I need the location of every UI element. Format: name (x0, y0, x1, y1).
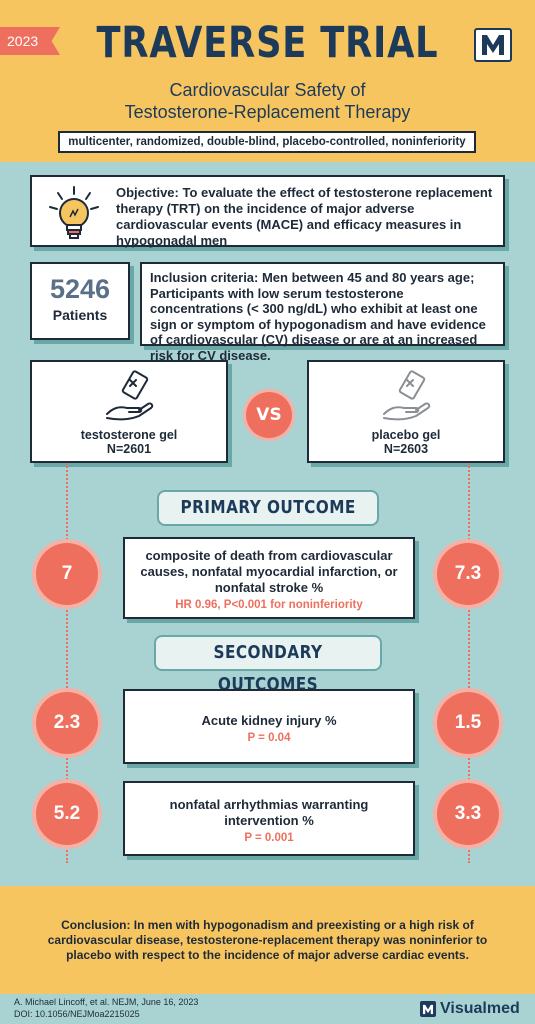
page-title: TRAVERSE TRIAL (96, 18, 439, 68)
treatment-arm-card: testosterone gel N=2601 (30, 360, 228, 463)
subtitle-line-1: Cardiovascular Safety of (169, 80, 366, 100)
conclusion-banner: Conclusion: In men with hypogonadism and… (0, 886, 535, 994)
conclusion-text: Conclusion: In men with hypogonadism and… (47, 918, 488, 962)
brand-logo: Visualmed (420, 999, 520, 1019)
primary-outcome-title: composite of death from cardiovascular c… (140, 548, 398, 595)
secondary-outcome-2-stat: P = 0.001 (244, 832, 294, 844)
secondary-outcome-card-2: nonfatal arrhythmias warranting interven… (123, 781, 415, 856)
trial-design: multicenter, randomized, double-blind, p… (58, 131, 476, 153)
treatment-connector (66, 463, 68, 863)
secondary-outcome-1-title: Acute kidney injury % (201, 713, 337, 728)
subtitle-line-2: Testosterone-Replacement Therapy (124, 102, 411, 122)
year-tag: 2023 (0, 27, 60, 55)
placebo-arm-name: placebo gel (371, 428, 441, 442)
placebo-connector (468, 463, 470, 863)
primary-outcome-heading-text: PRIMARY OUTCOME (180, 497, 356, 518)
citation: A. Michael Lincoff, et al. NEJM, June 16… (14, 996, 198, 1020)
primary-treatment-value: 7 (36, 543, 98, 605)
gel-in-hand-icon (106, 370, 154, 421)
objective-card: Objective: To evaluate the effect of tes… (30, 175, 505, 248)
primary-placebo-value: 7.3 (437, 543, 499, 605)
gel-in-hand-icon (383, 370, 431, 421)
subtitle: Cardiovascular Safety of Testosterone-Re… (0, 79, 535, 123)
objective-text: Objective: To evaluate the effect of tes… (116, 185, 493, 248)
header-banner: 2023 TRAVERSE TRIAL Cardiovascular Safet… (0, 0, 535, 162)
secondary-outcomes-heading: SECONDARY OUTCOMES (154, 635, 382, 695)
patient-count: 5246 (49, 274, 111, 304)
treatment-arm-name: testosterone gel (80, 428, 178, 442)
primary-outcome-heading: PRIMARY OUTCOME (157, 490, 379, 526)
secondary-outcome-2-title: nonfatal arrhythmias warranting interven… (169, 797, 369, 828)
m-logo-icon (474, 28, 512, 62)
patients-card: 5246 Patients (30, 262, 130, 340)
citation-line-1: A. Michael Lincoff, et al. NEJM, June 16… (14, 997, 199, 1007)
primary-outcome-stat: HR 0.96, P<0.001 for noninferiority (175, 599, 363, 611)
inclusion-text: Inclusion criteria: Men between 45 and 8… (150, 270, 486, 363)
secondary-1-placebo-value: 1.5 (437, 692, 499, 754)
placebo-arm-n: N=2603 (383, 442, 429, 456)
patient-label: Patients (52, 307, 108, 323)
primary-outcome-card: composite of death from cardiovascular c… (123, 537, 415, 619)
citation-doi: DOI: 10.1056/NEJMoa2215025 (14, 1009, 140, 1019)
placebo-arm-card: placebo gel N=2603 (307, 360, 505, 463)
m-logo-icon (420, 1001, 436, 1017)
secondary-2-treatment-value: 5.2 (36, 783, 98, 845)
brand-name: Visualmed (440, 1000, 520, 1017)
secondary-outcome-1-stat: P = 0.04 (247, 732, 291, 744)
inclusion-card: Inclusion criteria: Men between 45 and 8… (140, 262, 505, 363)
secondary-1-treatment-value: 2.3 (36, 692, 98, 754)
treatment-arm-n: N=2601 (106, 442, 152, 456)
secondary-2-placebo-value: 3.3 (437, 783, 499, 845)
vs-badge: VS (246, 392, 292, 438)
lightbulb-icon (40, 185, 108, 246)
secondary-outcome-card-1: Acute kidney injury % P = 0.04 (123, 689, 415, 764)
